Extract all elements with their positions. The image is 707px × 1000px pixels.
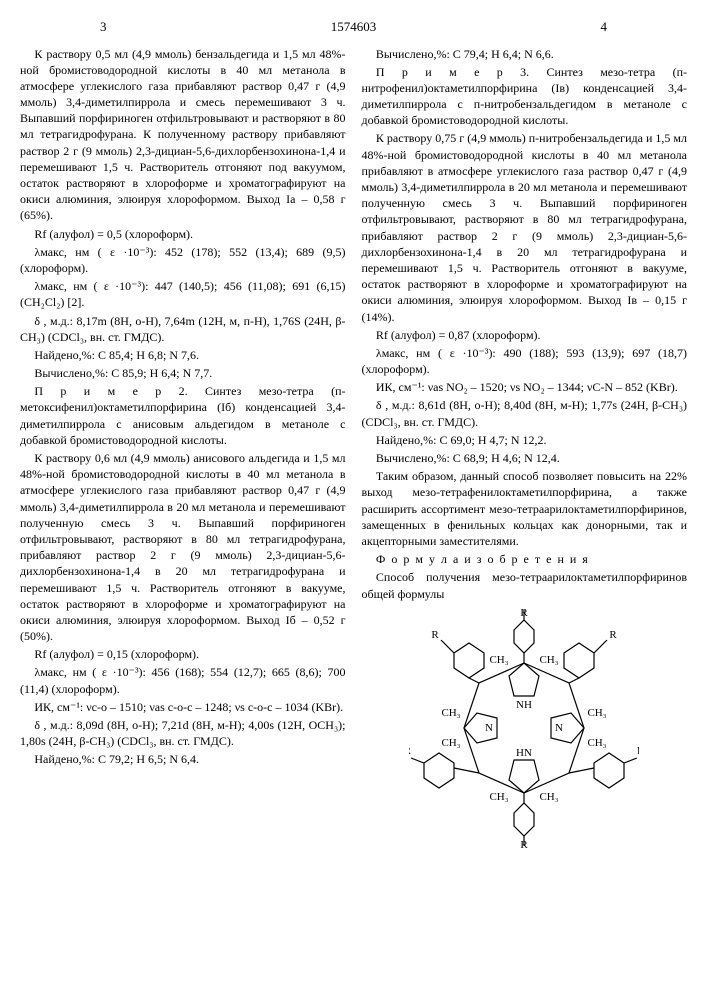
document-number: 1574603	[107, 18, 601, 36]
body-text: К раствору 0,6 мл (4,9 ммоль) анисового …	[20, 450, 346, 644]
body-text: Rf (алуфол) = 0,5 (хлороформ).	[20, 226, 346, 242]
diagram-label-ch3: CH₃	[588, 707, 607, 719]
formula-title: Ф о р м у л а и з о б р е т е н и я	[362, 551, 688, 567]
body-text: λмакс, нм ( ε ·10⁻³): 456 (168); 554 (12…	[20, 664, 346, 696]
body-text: δ , м.д.: 8,61d (8H, о-H); 8,40d (8H, м-…	[362, 397, 688, 429]
body-text: λмакс, нм ( ε ·10⁻³): 452 (178); 552 (13…	[20, 244, 346, 276]
diagram-label-n: N	[485, 722, 493, 734]
body-text: δ , м.д.: 8,17m (8H, о-H), 7,64m (12H, м…	[20, 313, 346, 345]
body-text: δ , м.д.: 8,09d (8H, о-H); 7,21d (8H, м-…	[20, 717, 346, 749]
diagram-label-ch3: CH₃	[540, 654, 559, 666]
body-text: Способ получения мезо-тетраарилоктаметил…	[362, 569, 688, 601]
body-text: Rf (алуфол) = 0,87 (хлороформ).	[362, 327, 688, 343]
body-text: λмакс, нм ( ε ·10⁻³): 490 (188); 593 (13…	[362, 345, 688, 377]
body-text: λмакс, нм ( ε ·10⁻³): 447 (140,5); 456 (…	[20, 278, 346, 310]
diagram-label-ch3: CH₃	[588, 737, 607, 749]
diagram-label-ch3: CH₃	[442, 737, 461, 749]
example-heading: П р и м е р 2. Синтез мезо-тетра (п-мето…	[20, 383, 346, 448]
right-column: Вычислено,%: C 79,4; H 6,4; N 6,6. П р и…	[362, 46, 688, 848]
diagram-label-ch3: CH₃	[442, 707, 461, 719]
diagram-label-ch3: CH₃	[490, 791, 509, 803]
two-column-layout: К раствору 0,5 мл (4,9 ммоль) бензальдег…	[20, 46, 687, 848]
page-header: 3 1574603 4	[20, 18, 687, 36]
page-num-right: 4	[601, 18, 608, 36]
body-text: Найдено,%: C 79,2; H 6,5; N 6,4.	[20, 751, 346, 767]
diagram-label-r: R	[409, 745, 412, 757]
diagram-label-hn: HN	[516, 747, 532, 759]
body-text: К раствору 0,75 г (4,9 ммоль) п-нитробен…	[362, 130, 688, 324]
diagram-label-ch3: CH₃	[540, 791, 559, 803]
body-text: Таким образом, данный способ позволяет п…	[362, 468, 688, 549]
body-text: ИК, см⁻¹: νas NO₂ – 1520; νs NO₂ – 1344;…	[362, 379, 688, 395]
diagram-label-n: N	[555, 722, 563, 734]
body-text: Вычислено,%: C 85,9; H 6,4; N 7,7.	[20, 365, 346, 381]
body-text: Rf (алуфол) = 0,15 (хлороформ).	[20, 646, 346, 662]
diagram-label-r: R	[521, 839, 529, 848]
body-text: Вычислено,%: C 68,9; H 4,6; N 12,4.	[362, 450, 688, 466]
body-text: Найдено,%: C 69,0; H 4,7; N 12,2.	[362, 432, 688, 448]
diagram-label-r: R	[521, 608, 529, 619]
diagram-label-ch3: CH₃	[490, 654, 509, 666]
left-column: К раствору 0,5 мл (4,9 ммоль) бензальдег…	[20, 46, 346, 848]
example-heading: П р и м е р 3. Синтез мезо-тетра (п-нитр…	[362, 64, 688, 129]
body-text: ИК, см⁻¹: νс-о – 1510; νas c-o-c – 1248;…	[20, 699, 346, 715]
body-text: Найдено,%: C 85,4; H 6,8; N 7,6.	[20, 347, 346, 363]
diagram-label-nh: NH	[516, 699, 532, 711]
diagram-label-r: R	[610, 629, 618, 641]
diagram-label-r: R	[637, 745, 639, 757]
body-text: Вычислено,%: C 79,4; H 6,4; N 6,6.	[362, 46, 688, 62]
diagram-label-r: R	[432, 629, 440, 641]
porphyrin-structure-diagram: R R R R R R CH₃ CH₃ CH₃ CH₃ CH₃ CH₃ CH₃ …	[409, 608, 639, 848]
body-text: К раствору 0,5 мл (4,9 ммоль) бензальдег…	[20, 46, 346, 224]
